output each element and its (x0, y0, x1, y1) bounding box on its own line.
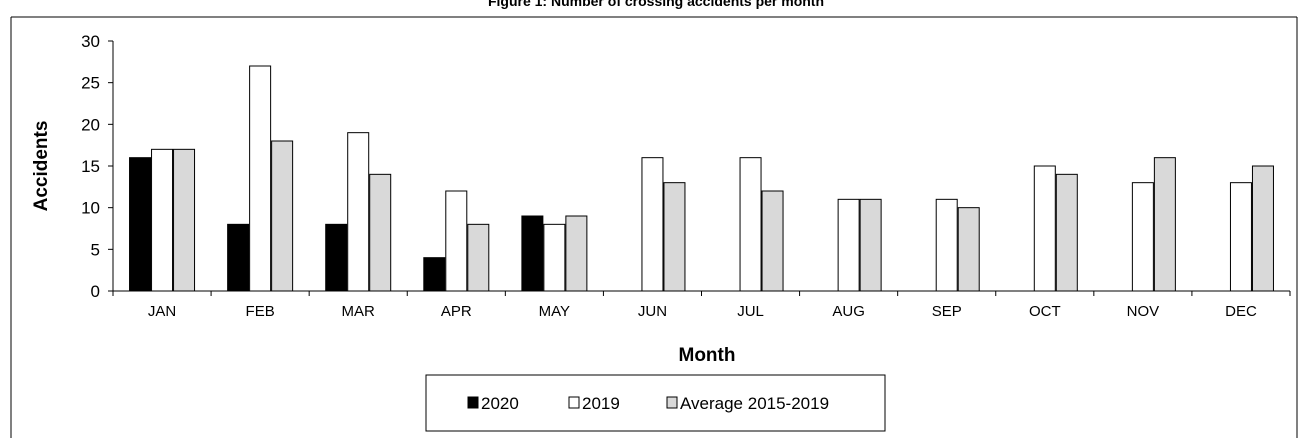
y-tick-label: 30 (81, 32, 100, 51)
legend-swatch (666, 396, 678, 409)
x-tick-label: OCT (1029, 303, 1061, 320)
bar (663, 182, 686, 292)
bar (957, 207, 980, 292)
y-tick-label: 20 (81, 115, 100, 134)
x-tick-label: FEB (246, 303, 275, 320)
x-tick-label: SEP (932, 303, 962, 320)
bar (521, 215, 544, 292)
legend-label: Average 2015-2019 (680, 394, 829, 413)
legend-label: 2020 (481, 394, 519, 413)
bar (1229, 182, 1252, 292)
chart-title: Figure 1: Number of crossing accidents p… (488, 0, 824, 9)
bar (173, 148, 196, 292)
bar (935, 198, 958, 292)
y-tick-label: 0 (91, 282, 100, 301)
x-tick-label: AUG (832, 303, 865, 320)
bar (347, 132, 370, 292)
bar (369, 173, 392, 292)
legend: 2020 2019 Average 2015-2019 (425, 374, 886, 432)
y-tick-label: 10 (81, 199, 100, 218)
bar (1153, 157, 1176, 292)
bar (129, 157, 152, 292)
bar (543, 223, 566, 292)
bar (1251, 165, 1274, 292)
legend-box (425, 374, 886, 432)
x-tick-label: DEC (1225, 303, 1257, 320)
x-tick-label: JUL (737, 303, 764, 320)
bar (227, 223, 250, 292)
bar (739, 157, 762, 292)
bar (1033, 165, 1056, 292)
bar (1055, 173, 1078, 292)
x-tick-label: JAN (148, 303, 176, 320)
bar (325, 223, 348, 292)
bar (445, 190, 468, 292)
x-axis-title: Month (679, 345, 736, 366)
x-tick-label: MAY (539, 303, 570, 320)
legend-swatch (467, 396, 479, 409)
bar (565, 215, 588, 292)
bar (423, 257, 446, 292)
bar (641, 157, 664, 292)
bar (467, 223, 490, 292)
bar (249, 65, 272, 292)
bar (837, 198, 860, 292)
y-tick-label: 15 (81, 157, 100, 176)
y-axis-title: Accidents (31, 121, 52, 212)
bar (859, 198, 882, 292)
bar (1131, 182, 1154, 292)
x-tick-label: JUN (638, 303, 667, 320)
x-tick-label: APR (441, 303, 472, 320)
bar (151, 148, 174, 292)
plot-area: 0 5 10 15 20 25 30 JAN FEB MAR APR MAY JUN JUL AUG SEP O… (81, 32, 1291, 320)
y-tick-label: 5 (91, 240, 100, 259)
bar (271, 140, 294, 292)
legend-label: 2019 (582, 394, 620, 413)
x-tick-label: MAR (342, 303, 376, 320)
legend-items: 2020 2019 Average 2015-2019 (467, 394, 829, 413)
x-tick-label: NOV (1127, 303, 1160, 320)
bar (761, 190, 784, 292)
legend-swatch (568, 396, 580, 409)
y-tick-label: 25 (81, 74, 100, 93)
